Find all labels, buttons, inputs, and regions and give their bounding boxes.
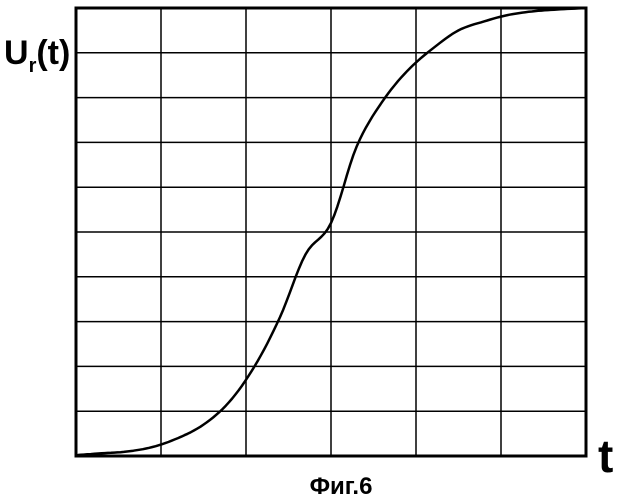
x-axis-label: t (598, 430, 613, 482)
y-axis-label: Ur(t) (4, 34, 70, 77)
y-axis-label-tail: (t) (36, 34, 70, 72)
chart-grid (76, 8, 586, 456)
y-axis-label-main: U (4, 34, 29, 72)
figure-caption: Фиг.6 (310, 473, 373, 500)
y-axis-label-subscript: r (29, 55, 37, 77)
